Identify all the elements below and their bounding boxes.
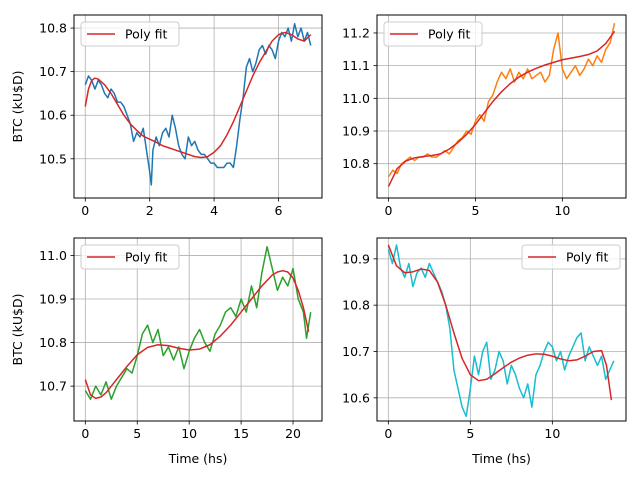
legend: Poly fit — [383, 21, 483, 47]
axes-frame — [73, 14, 323, 199]
x-axis-label: Time (hs) — [168, 451, 228, 466]
legend-box — [521, 244, 621, 270]
legend-label-poly-fit: Poly fit — [125, 250, 167, 265]
series-line-poly-fit — [84, 269, 310, 400]
legend-label-poly-fit: Poly fit — [566, 250, 608, 265]
series-line-price — [387, 244, 615, 418]
x-tick-label-0: 0 — [81, 426, 89, 441]
y-tick-label-11-0: 11.0 — [39, 248, 67, 263]
legend-box — [80, 21, 180, 47]
x-axis-label: Time (hs) — [471, 451, 531, 466]
y-tick-label-10-6: 10.6 — [342, 390, 370, 405]
y-tick-label-10-8: 10.8 — [39, 21, 67, 36]
x-tick-label-0: 0 — [384, 203, 392, 218]
x-tick-label-15: 15 — [233, 426, 249, 441]
x-tick-label-5: 5 — [466, 426, 474, 441]
y-tick-label-10-7: 10.7 — [39, 64, 67, 79]
x-tick-label-20: 20 — [285, 426, 301, 441]
y-tick-label-10-8: 10.8 — [342, 156, 370, 171]
y-tick-label-10-9: 10.9 — [39, 292, 67, 307]
axes-frame — [376, 237, 627, 422]
legend-box — [80, 244, 180, 270]
y-tick-label-10-8: 10.8 — [342, 298, 370, 313]
series-line-price — [84, 245, 312, 400]
y-tick-label-10-9: 10.9 — [342, 251, 370, 266]
series-line-poly-fit — [84, 31, 312, 159]
series-line-poly-fit — [387, 30, 616, 187]
x-tick-label-10: 10 — [544, 426, 560, 441]
x-tick-label-0: 0 — [384, 426, 392, 441]
series-line-price — [387, 23, 616, 178]
x-tick-label-5: 5 — [133, 426, 141, 441]
legend-label-poly-fit: Poly fit — [428, 27, 470, 42]
x-tick-label-10: 10 — [554, 203, 570, 218]
subplot-top-left: 0 2 4 6 10.5 10.6 10.7 10.8 BTC (kU$D) Poly fit — [10, 14, 323, 218]
y-axis-label: BTC (kU$D) — [10, 294, 25, 366]
series-line-price — [84, 22, 312, 186]
subplot-bottom-left: 0 5 10 15 20 10.7 10.8 10.9 11.0 BTC (kU$D) Time… — [10, 237, 323, 466]
x-tick-label-2: 2 — [146, 203, 154, 218]
y-tick-label-10-7: 10.7 — [342, 344, 370, 359]
axes-frame — [376, 14, 627, 199]
y-tick-label-10-8: 10.8 — [39, 335, 67, 350]
x-tick-label-0: 0 — [81, 203, 89, 218]
y-tick-label-11-2: 11.2 — [342, 25, 370, 40]
subplot-top-right: 0 5 10 10.8 10.9 11.0 11.1 11.2 Poly fit — [342, 14, 627, 218]
legend: Poly fit — [80, 21, 180, 47]
y-tick-label-11-1: 11.1 — [342, 58, 370, 73]
x-tick-label-4: 4 — [210, 203, 218, 218]
y-tick-label-10-5: 10.5 — [39, 151, 67, 166]
subplot-bottom-right: 0 5 10 10.6 10.7 10.8 10.9 Time (hs) Poly fit — [342, 237, 627, 466]
y-axis-label: BTC (kU$D) — [10, 71, 25, 143]
legend-label-poly-fit: Poly fit — [125, 27, 167, 42]
axes-frame — [73, 237, 323, 422]
legend: Poly fit — [80, 244, 180, 270]
y-tick-label-10-9: 10.9 — [342, 124, 370, 139]
y-tick-label-11-0: 11.0 — [342, 91, 370, 106]
legend: Poly fit — [521, 244, 621, 270]
y-tick-label-10-6: 10.6 — [39, 108, 67, 123]
legend-box — [383, 21, 483, 47]
x-tick-label-6: 6 — [275, 203, 283, 218]
series-line-poly-fit — [387, 244, 613, 401]
y-tick-label-10-7: 10.7 — [39, 379, 67, 394]
x-tick-label-10: 10 — [181, 426, 197, 441]
x-tick-label-5: 5 — [471, 203, 479, 218]
